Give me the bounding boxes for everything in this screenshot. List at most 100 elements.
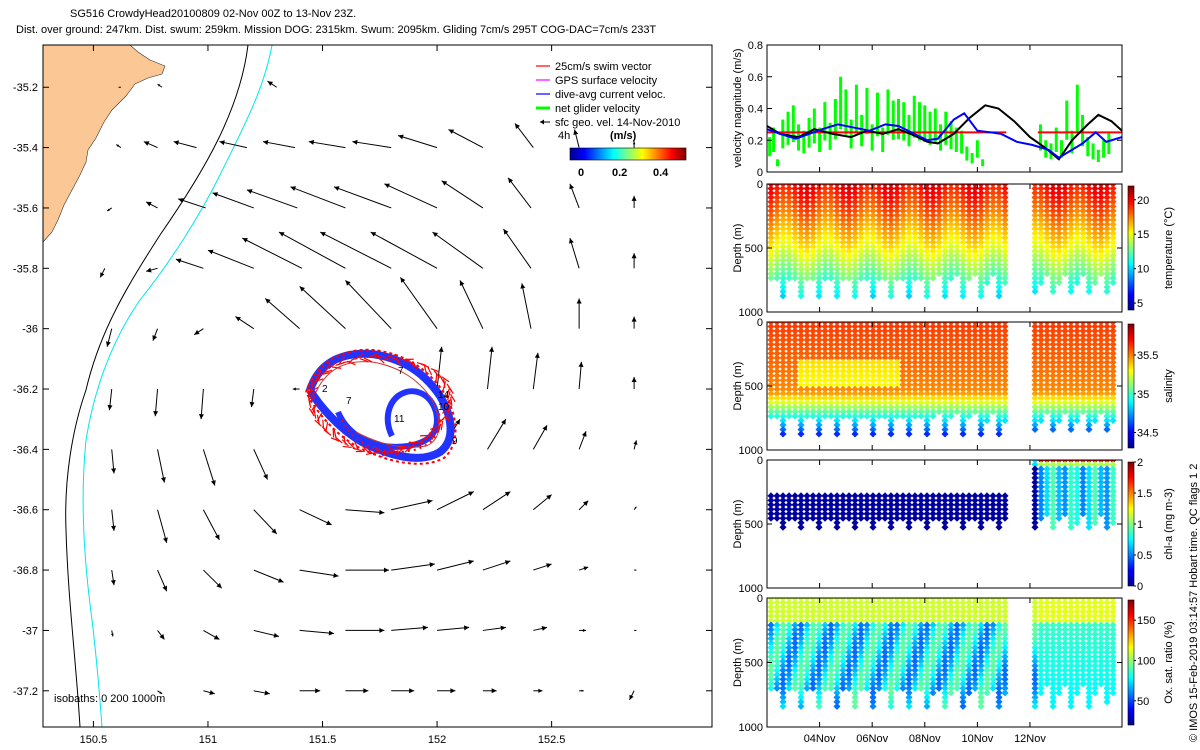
profile-sample bbox=[887, 698, 895, 706]
profile-sample bbox=[917, 184, 925, 188]
profile-sample bbox=[977, 653, 985, 661]
profile-sample bbox=[815, 598, 823, 602]
profile-sample bbox=[905, 603, 913, 611]
profile-sample bbox=[809, 238, 817, 246]
profile-sample bbox=[863, 184, 871, 188]
profile-sample bbox=[1001, 612, 1009, 620]
profile-sample bbox=[857, 598, 865, 602]
profile-sample bbox=[899, 501, 907, 509]
profile-sample bbox=[869, 430, 877, 438]
profile-sample bbox=[827, 256, 835, 264]
profile-sample bbox=[797, 279, 805, 287]
profile-sample bbox=[989, 617, 997, 625]
depth-tick-label: 1000 bbox=[739, 307, 763, 319]
profile-sample bbox=[923, 702, 931, 710]
profile-sample bbox=[839, 505, 847, 513]
profile-sample bbox=[857, 372, 865, 380]
profile-sample bbox=[863, 358, 871, 366]
profile-sample bbox=[857, 345, 865, 353]
profile-sample bbox=[851, 184, 859, 193]
dive-label: 9 bbox=[452, 436, 458, 447]
profile-sample bbox=[989, 684, 997, 692]
profile-sample bbox=[941, 390, 949, 398]
profile-sample bbox=[863, 331, 871, 339]
profile-sample bbox=[923, 287, 931, 296]
profile-sample bbox=[791, 653, 799, 661]
profile-sample bbox=[899, 621, 907, 629]
profile-sample bbox=[803, 327, 811, 335]
profile-sample bbox=[947, 220, 955, 228]
velocity-arrow-head bbox=[157, 84, 161, 87]
profile-sample bbox=[965, 225, 973, 233]
profile-sample bbox=[989, 354, 997, 362]
profile-sample bbox=[779, 626, 787, 634]
imos-timestamp: © IMOS 15-Feb-2019 03:14:57 Hobart time.… bbox=[1188, 463, 1200, 742]
velocity-arrow-shaft bbox=[319, 231, 392, 269]
swim-vector bbox=[333, 430, 338, 440]
profile-sample bbox=[863, 274, 871, 282]
profile-sample bbox=[815, 644, 823, 652]
velocity-arrow-head bbox=[162, 537, 168, 543]
profile-sample bbox=[833, 675, 841, 683]
velocity-y-tick-label: 0.2 bbox=[748, 135, 763, 147]
profile-sample bbox=[869, 617, 877, 625]
profile-sample bbox=[875, 653, 883, 661]
profile-sample bbox=[845, 394, 853, 402]
profile-sample bbox=[995, 635, 1003, 643]
profile-sample bbox=[887, 207, 895, 215]
profile-sample bbox=[971, 331, 979, 339]
profile-sample bbox=[875, 184, 883, 188]
profile-sample bbox=[935, 639, 943, 647]
profile-sample bbox=[905, 505, 913, 513]
profile-sample bbox=[863, 229, 871, 237]
profile-sample bbox=[869, 336, 877, 344]
profile-sample bbox=[803, 367, 811, 375]
profile-sample bbox=[797, 505, 805, 513]
profile-sample bbox=[869, 399, 877, 407]
profile-sample bbox=[911, 220, 919, 228]
velocity-arrow-head bbox=[299, 286, 305, 292]
profile-sample bbox=[785, 381, 793, 389]
profile-sample bbox=[923, 430, 931, 438]
profile-sample bbox=[971, 189, 979, 197]
profile-sample bbox=[779, 598, 787, 602]
profile-sample bbox=[791, 598, 799, 607]
profile-sample bbox=[809, 644, 817, 652]
profile-sample bbox=[821, 639, 829, 647]
profile-sample bbox=[905, 322, 913, 326]
profile-sample bbox=[959, 608, 967, 616]
profile-sample bbox=[809, 322, 817, 331]
profile-sample bbox=[851, 322, 859, 331]
profile-sample bbox=[1001, 363, 1009, 371]
profile-sample bbox=[917, 385, 925, 393]
profile-sample bbox=[803, 202, 811, 210]
profile-sample bbox=[803, 207, 811, 215]
profile-sample bbox=[911, 666, 919, 674]
velocity-arrow-shaft bbox=[486, 346, 493, 390]
profile-sample bbox=[803, 399, 811, 407]
legend-dac-label: dive-avg current veloc. bbox=[555, 89, 666, 101]
profile-sample bbox=[893, 492, 901, 500]
profile-sample bbox=[923, 229, 931, 237]
profile-sample bbox=[1037, 417, 1045, 425]
profile-sample bbox=[977, 193, 985, 201]
velocity-arrow-head bbox=[429, 562, 435, 568]
colorbar-tick-label: 50 bbox=[1137, 696, 1149, 708]
profile-sample bbox=[851, 510, 859, 518]
profile-sample bbox=[917, 193, 925, 201]
swim-vector bbox=[438, 374, 445, 383]
profile-sample bbox=[983, 492, 991, 500]
profile-sample bbox=[941, 626, 949, 634]
profile-sample bbox=[959, 693, 967, 701]
profile-sample bbox=[809, 265, 817, 273]
velocity-arrow-head bbox=[107, 404, 113, 411]
profile-sample bbox=[989, 211, 997, 219]
profile-sample bbox=[887, 252, 895, 260]
profile-sample bbox=[911, 626, 919, 634]
profile-sample bbox=[875, 381, 883, 389]
profile-sample bbox=[815, 322, 823, 331]
profile-sample bbox=[923, 207, 931, 215]
profile-sample bbox=[851, 394, 859, 402]
velocity-arrow-head bbox=[105, 341, 111, 347]
profile-sample bbox=[983, 345, 991, 353]
